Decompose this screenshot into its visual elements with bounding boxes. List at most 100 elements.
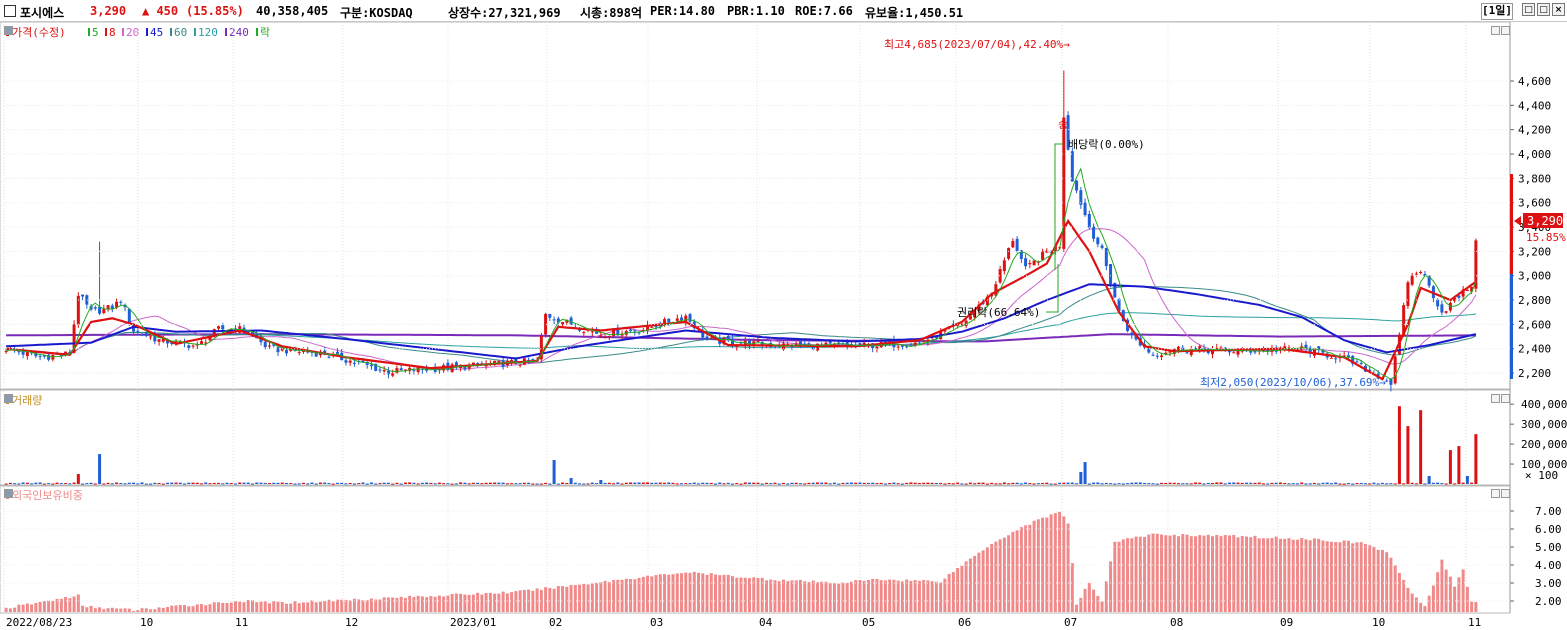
price-panel-menu-icon[interactable] (4, 26, 13, 35)
candle (64, 351, 68, 355)
stock-chart: 가격(수정) 5 8 20 45 60 120 240 락 거래량 외국인보유비중 4,600… (0, 22, 1567, 629)
foreign-panel-menu-icon[interactable] (4, 489, 13, 498)
foreign-bar (1380, 549, 1384, 612)
foreign-bar (943, 578, 947, 612)
foreign-bar (1028, 524, 1032, 612)
volume-bar (412, 482, 416, 484)
candle (811, 346, 815, 350)
foreign-bar (752, 577, 756, 612)
volume-bar (459, 482, 463, 484)
restore-button[interactable]: □ (1522, 3, 1535, 16)
volume-bar (89, 482, 93, 484)
foreign-panel-minimize-button[interactable] (1491, 489, 1500, 498)
candle (335, 351, 339, 354)
volume-bar (68, 483, 72, 485)
candle (1261, 349, 1265, 351)
foreign-bar (1427, 595, 1431, 612)
volume-bar (641, 482, 645, 484)
candle (1414, 273, 1418, 275)
volume-bar (352, 483, 356, 485)
foreign-bar (1019, 527, 1023, 612)
volume-bar (539, 483, 543, 485)
foreign-bar (875, 579, 879, 612)
foreign-bar (25, 603, 29, 612)
foreign-bar (582, 583, 586, 612)
foreign-bar (1164, 535, 1168, 612)
volume-bar (1244, 482, 1248, 484)
foreign-bar (552, 588, 556, 612)
candle (1041, 251, 1045, 260)
price-legend: 가격(수정) 5 8 20 45 60 120 240 락 (6, 26, 270, 39)
volume-bar (752, 482, 756, 484)
volume-bar (280, 482, 284, 484)
volume-bar (314, 483, 318, 485)
candle (391, 373, 395, 376)
period-selector[interactable]: [1일] (1481, 3, 1513, 20)
foreign-bar (1448, 576, 1452, 612)
foreign-bar (1342, 540, 1346, 612)
candle (909, 344, 913, 346)
volume-bar (926, 482, 930, 484)
per-value: PER:14.80 (650, 4, 716, 18)
foreign-bar (280, 601, 284, 612)
foreign-panel-close-button[interactable] (1501, 489, 1510, 498)
volume-bar (522, 482, 526, 484)
candle (968, 315, 972, 320)
candle (1015, 238, 1019, 251)
volume-bar (72, 482, 76, 484)
foreign-bar (476, 592, 480, 612)
foreign-bar (127, 608, 131, 612)
legend-item: 240 (229, 26, 249, 39)
foreign-bar (1053, 513, 1057, 612)
volume-bar (1470, 482, 1474, 484)
foreign-bar (1465, 586, 1469, 612)
price-panel-minimize-button[interactable] (1491, 26, 1500, 35)
maximize-button[interactable]: □ (1537, 3, 1550, 16)
foreign-bar (1470, 601, 1474, 612)
volume-bar (1049, 483, 1053, 485)
candle (1002, 260, 1006, 272)
volume-bar (463, 482, 467, 484)
foreign-bar (701, 573, 705, 612)
volume-panel-close-button[interactable] (1501, 394, 1510, 403)
volume-bar (671, 482, 675, 484)
candle (922, 341, 926, 343)
foreign-bar (514, 591, 518, 612)
volume-bar (476, 482, 480, 484)
volume-bar (998, 483, 1002, 485)
price-panel-close-button[interactable] (1501, 26, 1510, 35)
candle (1346, 355, 1350, 358)
price-tick-label: 3,200 (1518, 245, 1551, 258)
volume-bar (803, 483, 807, 485)
candle (1355, 361, 1359, 363)
candle (760, 341, 764, 346)
foreign-bar (429, 596, 433, 612)
foreign-bar (739, 577, 743, 612)
volume-panel-minimize-button[interactable] (1491, 394, 1500, 403)
volume-bar (990, 482, 994, 484)
foreign-bar (1423, 606, 1427, 612)
volume-bar (123, 483, 127, 485)
foreign-bar (756, 578, 760, 612)
foreign-bar (1232, 534, 1236, 612)
volume-bar (493, 482, 497, 484)
foreign-bar (488, 592, 492, 612)
foreign-bar (459, 593, 463, 612)
select-checkbox[interactable] (4, 5, 16, 17)
foreign-bar (743, 577, 747, 612)
volume-bar (1181, 483, 1185, 485)
candle (1206, 350, 1210, 354)
foreign-bar (1155, 533, 1159, 612)
window-controls: □ □ × (1522, 3, 1565, 16)
volume-bar (1236, 482, 1240, 484)
volume-bar (55, 482, 59, 484)
candle (106, 305, 110, 309)
volume-bar (718, 482, 722, 484)
foreign-bar (153, 609, 157, 612)
volume-bar (1053, 483, 1057, 485)
close-button[interactable]: × (1552, 3, 1565, 16)
volume-bar (204, 482, 208, 484)
volume-bar (1338, 483, 1342, 485)
volume-panel-menu-icon[interactable] (4, 394, 13, 403)
foreign-bar (493, 593, 497, 612)
